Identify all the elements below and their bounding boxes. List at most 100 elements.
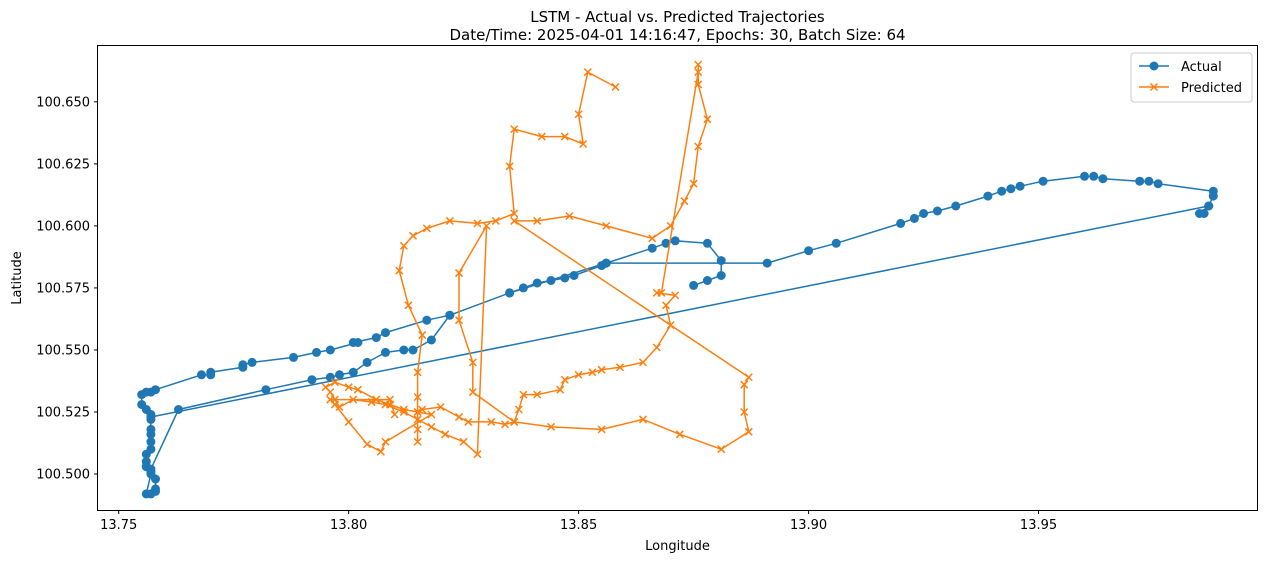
data-point-predicted (703, 115, 712, 124)
data-point-predicted (615, 363, 625, 372)
data-point-actual (174, 405, 183, 414)
data-point-actual (919, 209, 929, 218)
data-point-predicted (455, 316, 464, 325)
y-tick-label: 100.525 (36, 405, 90, 420)
data-point-predicted (473, 450, 482, 459)
data-point-predicted (597, 365, 606, 374)
data-point-predicted (344, 417, 353, 426)
data-point-predicted (413, 437, 422, 446)
data-point-actual (335, 370, 344, 380)
data-point-predicted (638, 415, 648, 424)
data-point-actual (197, 370, 206, 380)
data-point-predicted (367, 398, 376, 407)
data-point-actual (505, 288, 515, 298)
data-point-actual (408, 345, 418, 355)
x-tick-label: 13.80 (330, 518, 367, 533)
data-point-actual (1038, 176, 1048, 186)
data-point-predicted (386, 395, 395, 404)
x-axis-label: Longitude (645, 539, 710, 554)
data-point-actual (141, 449, 151, 459)
data-point-predicted (399, 241, 408, 250)
data-point-predicted (666, 221, 675, 230)
data-point-actual (1135, 176, 1145, 186)
data-point-actual (381, 328, 390, 338)
data-point-predicted (413, 393, 422, 402)
data-point-predicted (652, 288, 661, 297)
data-point-actual (560, 273, 570, 283)
data-point-predicted (638, 358, 648, 367)
data-point-predicted (505, 162, 514, 171)
data-point-actual (661, 238, 671, 248)
data-point-actual (1098, 174, 1108, 184)
data-point-predicted (648, 234, 657, 243)
legend-predicted-label: Predicted (1181, 81, 1242, 96)
data-point-predicted (399, 407, 408, 417)
data-point-actual (716, 271, 726, 280)
data-point-predicted (436, 402, 445, 412)
y-tick-label: 100.600 (36, 219, 90, 234)
series-actual (137, 171, 1218, 499)
y-tick-label: 100.500 (36, 468, 90, 483)
data-point-predicted (537, 132, 546, 141)
data-point-actual (670, 236, 680, 246)
x-tick-label: 13.85 (560, 518, 597, 533)
data-point-actual (348, 367, 358, 377)
data-point-actual (261, 385, 271, 395)
data-point-predicted (427, 410, 436, 419)
data-point-predicted (404, 301, 413, 310)
data-point-predicted (694, 60, 703, 69)
data-point-predicted (694, 80, 703, 89)
data-point-actual (146, 437, 156, 447)
data-point-predicted (468, 388, 477, 397)
data-point-predicted (455, 269, 464, 278)
data-point-predicted (675, 430, 684, 439)
data-point-predicted (661, 301, 671, 310)
y-tick-label: 100.625 (36, 157, 90, 172)
data-point-actual (1080, 171, 1089, 181)
data-point-actual (762, 258, 772, 268)
data-point-actual (399, 345, 409, 355)
data-point-actual (325, 345, 335, 355)
plot-series (137, 60, 1218, 499)
data-point-predicted (666, 321, 675, 330)
data-point-actual (137, 390, 147, 400)
y-tick-label: 100.575 (36, 281, 90, 296)
chart-title: LSTM - Actual vs. Predicted Trajectories (530, 8, 825, 26)
data-point-actual (371, 333, 381, 343)
data-point-actual (1204, 201, 1214, 211)
data-point-predicted (321, 383, 330, 392)
data-point-predicted (445, 216, 454, 225)
series-predicted (321, 60, 753, 459)
data-point-predicted (560, 375, 569, 384)
data-point-predicted (611, 82, 620, 91)
data-point-actual (445, 310, 455, 320)
data-point-predicted (694, 142, 703, 151)
data-point-actual (146, 412, 156, 422)
data-point-actual (247, 357, 257, 367)
data-point-predicted (560, 132, 569, 141)
data-point-actual (804, 246, 814, 256)
data-point-actual (997, 186, 1007, 196)
data-point-actual (362, 357, 372, 367)
data-point-actual (353, 338, 363, 347)
data-point-predicted (395, 266, 404, 275)
data-point-actual (702, 276, 712, 285)
data-point-predicted (399, 405, 408, 414)
data-point-actual (381, 347, 390, 357)
data-point-actual (569, 271, 579, 280)
data-point-predicted (441, 430, 450, 439)
data-point-predicted (546, 422, 556, 431)
data-point-predicted (510, 125, 519, 134)
data-point-predicted (671, 291, 680, 300)
data-point-predicted (500, 420, 510, 429)
data-point-predicted (455, 412, 464, 421)
data-point-predicted (418, 331, 427, 340)
data-point-actual (601, 258, 611, 268)
data-point-actual (206, 370, 216, 380)
data-point-predicted (349, 395, 358, 404)
data-point-predicted (344, 383, 353, 392)
data-point-predicted (372, 395, 381, 404)
data-point-actual (307, 375, 317, 385)
data-point-predicted (390, 410, 399, 419)
